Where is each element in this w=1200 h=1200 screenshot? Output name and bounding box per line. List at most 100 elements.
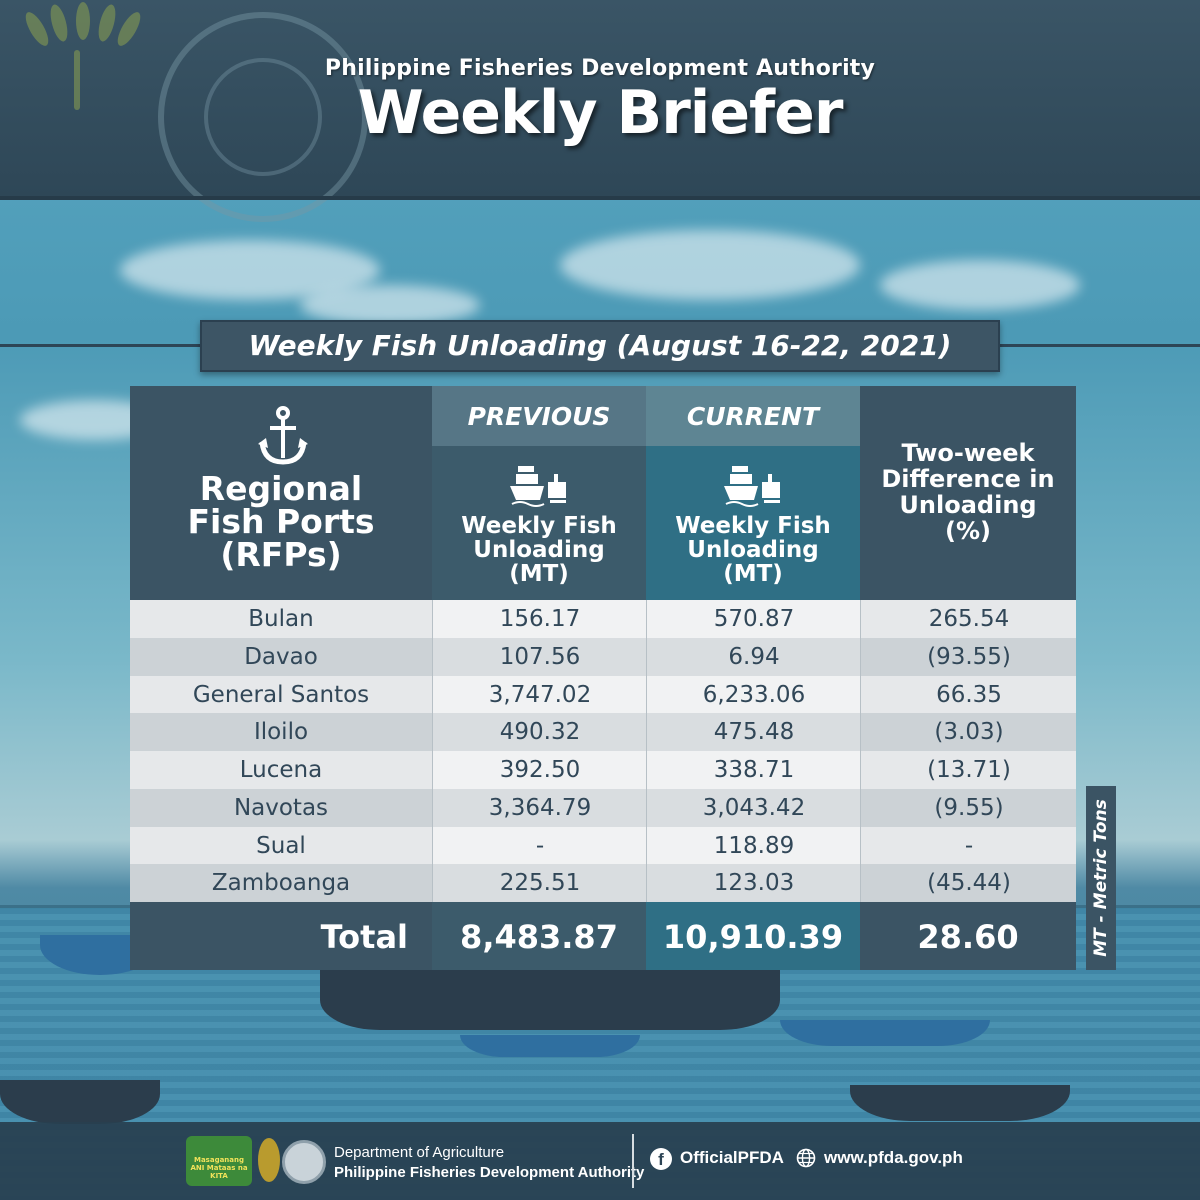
cargo-ship-icon bbox=[510, 466, 566, 507]
unloading-label-line: Weekly Fish bbox=[675, 513, 831, 539]
footer-department: Department of Agriculture bbox=[334, 1144, 505, 1161]
ports-header-label: Regional Fish Ports (RFPs) bbox=[130, 472, 432, 571]
footer-divider bbox=[632, 1134, 634, 1188]
header-cell-difference: Two-week Difference in Unloading (%) bbox=[860, 386, 1076, 600]
section-title-bar: Weekly Fish Unloading (August 16-22, 202… bbox=[200, 320, 1000, 372]
port-name: Iloilo bbox=[253, 719, 309, 746]
difference-value: (45.44) bbox=[860, 864, 1077, 902]
difference-label-line: Difference in bbox=[881, 465, 1055, 493]
port-name: Bulan bbox=[248, 606, 314, 632]
difference-label-line: (%) bbox=[945, 517, 991, 545]
footer: Masaganang ANI Mataas na KITA Department… bbox=[0, 1122, 1200, 1200]
previous-value: 225.51 bbox=[432, 864, 647, 902]
table-row: Davao 107.56 6.94 (93.55) bbox=[130, 637, 1077, 676]
total-difference: 28.60 bbox=[860, 902, 1076, 970]
unloading-label-line: Unloading bbox=[687, 537, 819, 563]
port-name: General Santos bbox=[192, 681, 370, 708]
header-cell-current: CURRENT Weekly Fish Unloading (MT) bbox=[646, 386, 860, 600]
globe-icon bbox=[796, 1148, 816, 1168]
difference-label-line: Unloading bbox=[899, 491, 1037, 519]
difference-value: (9.55) bbox=[860, 788, 1077, 827]
port-name: Lucena bbox=[239, 757, 323, 783]
total-row: Total 8,483.87 10,910.39 28.60 bbox=[130, 902, 1076, 970]
total-previous: 8,483.87 bbox=[432, 902, 646, 970]
website-link[interactable]: www.pfda.gov.ph bbox=[824, 1148, 963, 1167]
table-row: General Santos 3,747.02 6,233.06 66.35 bbox=[130, 675, 1077, 714]
table-row: Iloilo 490.32 475.48 (3.03) bbox=[130, 713, 1076, 751]
current-value: 6,233.06 bbox=[646, 675, 861, 714]
port-name: Davao bbox=[244, 643, 318, 670]
previous-value: 392.50 bbox=[432, 751, 647, 789]
previous-value: 490.32 bbox=[432, 713, 647, 751]
ports-header-line: Regional bbox=[199, 469, 363, 508]
pfda-seal-watermark bbox=[158, 12, 368, 222]
total-current: 10,910.39 bbox=[646, 902, 860, 970]
unloading-label-line: (MT) bbox=[509, 561, 569, 587]
unloading-label-line: Unloading bbox=[473, 537, 605, 563]
current-value: 570.87 bbox=[646, 600, 861, 638]
pfda-logo bbox=[282, 1140, 326, 1184]
table-row: Zamboanga 225.51 123.03 (45.44) bbox=[130, 864, 1076, 902]
fish-unloading-table: Regional Fish Ports (RFPs) PREVIOUS Week… bbox=[130, 386, 1076, 970]
header-cell-previous: PREVIOUS Weekly Fish Unloading (MT) bbox=[432, 386, 646, 600]
unit-note-tab: MT - Metric Tons bbox=[1086, 786, 1116, 970]
seal-inner-ring bbox=[204, 58, 322, 176]
current-value: 3,043.42 bbox=[646, 788, 861, 827]
previous-unloading-label: Weekly Fish Unloading (MT) bbox=[432, 514, 646, 586]
table-row: Navotas 3,364.79 3,043.42 (9.55) bbox=[130, 788, 1077, 827]
header-band: Philippine Fisheries Development Authori… bbox=[0, 0, 1200, 222]
previous-value: 3,364.79 bbox=[432, 788, 647, 827]
section-title: Weekly Fish Unloading (August 16-22, 202… bbox=[248, 329, 952, 362]
boat bbox=[850, 1085, 1070, 1121]
boat bbox=[320, 970, 780, 1030]
ports-header-line: (RFPs) bbox=[220, 535, 342, 574]
unloading-label-line: Weekly Fish bbox=[461, 513, 617, 539]
difference-label: Two-week Difference in Unloading (%) bbox=[860, 440, 1076, 544]
cloud bbox=[560, 230, 860, 300]
current-value: 6.94 bbox=[646, 637, 861, 676]
current-value: 123.03 bbox=[646, 864, 861, 902]
table-row: Lucena 392.50 338.71 (13.71) bbox=[130, 751, 1076, 789]
difference-value: (13.71) bbox=[860, 751, 1077, 789]
difference-value: (93.55) bbox=[860, 637, 1077, 676]
port-name: Sual bbox=[256, 832, 306, 859]
table-row: Sual - 118.89 - bbox=[130, 826, 1077, 865]
port-name: Zamboanga bbox=[211, 870, 351, 897]
da-logo-text: Masaganang ANI Mataas na KITA bbox=[190, 1156, 248, 1180]
facebook-icon: f bbox=[650, 1148, 672, 1170]
boat bbox=[780, 1020, 990, 1046]
table-row: Bulan 156.17 570.87 265.54 bbox=[130, 600, 1076, 638]
previous-value: 156.17 bbox=[432, 600, 647, 638]
current-value: 118.89 bbox=[646, 826, 861, 865]
page-title: Weekly Briefer bbox=[357, 78, 844, 148]
footer-organization: Philippine Fisheries Development Authori… bbox=[334, 1164, 645, 1181]
current-value: 338.71 bbox=[646, 751, 861, 789]
ports-header-line: Fish Ports bbox=[187, 502, 375, 541]
header-cell-ports: Regional Fish Ports (RFPs) bbox=[130, 386, 432, 600]
organization-title: Philippine Fisheries Development Authori… bbox=[324, 56, 876, 81]
wheat-icon bbox=[258, 1138, 280, 1182]
cargo-ship-icon bbox=[724, 466, 780, 507]
header-divider bbox=[0, 196, 1200, 200]
anchor-icon bbox=[258, 406, 308, 465]
facebook-link[interactable]: OfficialPFDA bbox=[680, 1148, 784, 1167]
cloud bbox=[300, 285, 480, 325]
difference-value: - bbox=[860, 826, 1077, 865]
difference-value: (3.03) bbox=[860, 713, 1077, 751]
table-body: Bulan 156.17 570.87 265.54 Davao 107.56 … bbox=[130, 600, 1076, 902]
boat bbox=[0, 1080, 160, 1124]
current-value: 475.48 bbox=[646, 713, 861, 751]
previous-label: PREVIOUS bbox=[432, 386, 646, 446]
previous-value: - bbox=[432, 826, 647, 865]
difference-value: 265.54 bbox=[860, 600, 1077, 638]
difference-label-line: Two-week bbox=[901, 439, 1035, 467]
unloading-label-line: (MT) bbox=[723, 561, 783, 587]
difference-value: 66.35 bbox=[860, 675, 1077, 714]
previous-value: 107.56 bbox=[432, 637, 647, 676]
boat bbox=[460, 1035, 640, 1057]
da-campaign-logo: Masaganang ANI Mataas na KITA bbox=[186, 1136, 252, 1186]
unit-note: MT - Metric Tons bbox=[1091, 799, 1111, 957]
port-name: Navotas bbox=[233, 794, 329, 821]
current-label: CURRENT bbox=[646, 386, 860, 446]
previous-value: 3,747.02 bbox=[432, 675, 647, 714]
